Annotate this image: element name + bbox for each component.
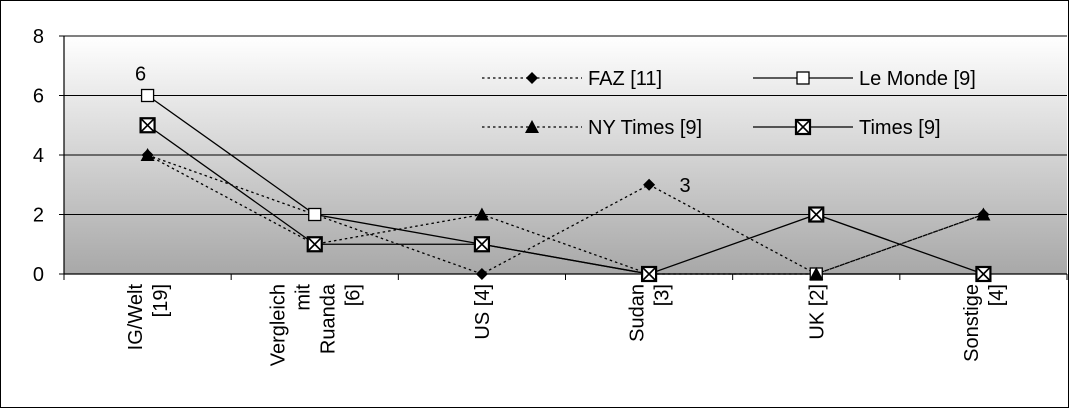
legend-item: Times [9] <box>753 117 941 139</box>
data-point-series-3 <box>473 236 491 253</box>
y-tick-label: 6 <box>33 86 44 108</box>
marker-cross <box>796 120 810 134</box>
x-category-label: Vergleich mit Ruanda [6] <box>267 283 364 366</box>
x-tick-label: [3] <box>652 284 674 306</box>
legend-item: Le Monde [9] <box>753 68 976 90</box>
x-category-label: Sonstige [4] <box>961 284 1008 362</box>
x-tick-label: Ruanda <box>317 283 339 354</box>
x-tick-label: UK [2] <box>806 284 828 340</box>
x-tick-label: [4] <box>986 284 1008 306</box>
x-tick-label: mit <box>292 284 314 311</box>
y-tick-label: 8 <box>33 26 44 48</box>
data-label: 3 <box>680 175 691 197</box>
legend-marker <box>525 120 539 133</box>
legend-label: NY Times [9] <box>588 117 702 139</box>
data-point-series-2 <box>140 148 155 161</box>
legend-item: NY Times [9] <box>482 117 702 139</box>
y-tick-label: 0 <box>33 264 44 286</box>
x-tick-label: [19] <box>150 284 172 317</box>
x-tick-label: [6] <box>342 284 364 306</box>
marker-cross <box>475 237 489 251</box>
data-label: 6 <box>135 64 146 86</box>
legend-label: Times [9] <box>859 117 941 139</box>
marker-cross <box>642 267 656 281</box>
legend-marker <box>796 71 810 85</box>
legend-label: FAZ [11] <box>588 68 662 90</box>
series-line-3 <box>147 124 984 275</box>
x-category-label: Sudan [3] <box>627 284 674 342</box>
data-point-series-3 <box>139 117 156 134</box>
legend-marker <box>794 118 812 136</box>
marker-cross <box>141 118 155 132</box>
series-line-2 <box>147 154 984 275</box>
data-point-series-1 <box>140 88 155 103</box>
data-point-series-2 <box>976 207 991 221</box>
data-point-series-3 <box>975 265 992 283</box>
x-tick-label: IG/Welt <box>125 284 147 351</box>
legend-label: Le Monde [9] <box>859 68 976 90</box>
marker-cross <box>976 267 990 281</box>
data-point-series-0 <box>475 268 488 280</box>
x-category-label: UK [2] <box>806 284 828 340</box>
legend-marker <box>526 72 538 84</box>
y-tick-label: 4 <box>33 145 44 167</box>
data-point-series-3 <box>808 206 825 223</box>
x-tick-label: Sudan <box>627 284 649 342</box>
data-point-series-3 <box>306 236 323 253</box>
data-point-series-2 <box>474 207 489 221</box>
data-point-series-1 <box>308 207 322 222</box>
x-category-label: US [4] <box>472 284 494 340</box>
x-category-label: IG/Welt [19] <box>125 284 172 351</box>
y-tick-label: 2 <box>33 205 44 227</box>
data-point-series-2 <box>809 267 824 280</box>
marker-cross <box>308 237 322 251</box>
data-point-series-3 <box>640 265 658 283</box>
x-tick-label: Vergleich <box>267 284 289 366</box>
marker-cross <box>809 207 823 222</box>
legend-item: FAZ [11] <box>482 68 662 90</box>
x-tick-label: Sonstige <box>961 284 983 362</box>
data-point-series-0 <box>643 178 656 191</box>
x-tick-label: US [4] <box>472 284 494 340</box>
